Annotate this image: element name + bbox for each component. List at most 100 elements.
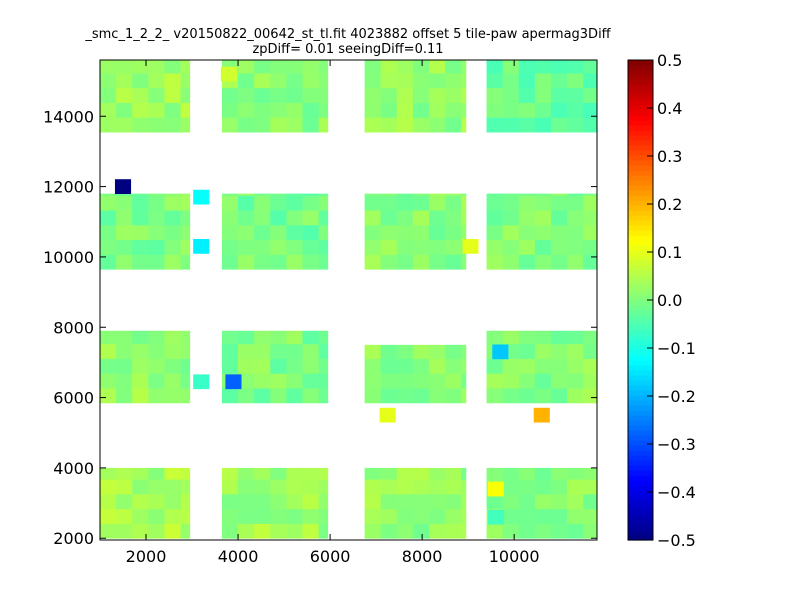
heatmap-cell [116,388,133,404]
heatmap-cell [318,73,329,89]
y-tick-label: 8000 [53,318,94,337]
heatmap-cell [534,358,552,374]
heatmap-cell [445,102,462,118]
heatmap-cell [164,210,181,226]
heatmap-cell [318,254,329,270]
heatmap-cell [302,60,319,74]
colorbar-swatch [628,60,653,66]
heatmap-cell [445,239,462,255]
heatmap-cell [461,508,467,524]
colorbar-swatch [628,145,653,151]
heatmap-cell [302,493,319,510]
heatmap-cell [380,73,398,89]
heatmap-cell [583,87,597,103]
colorbar-swatch [628,155,653,161]
heatmap-cell [583,73,597,89]
colorbar-swatch [628,325,653,331]
heatmap-cell [380,102,398,118]
heatmap-cell [221,388,239,404]
colorbar-swatch [628,265,653,271]
heatmap-cell-outlier [492,344,509,360]
heatmap-cell [286,388,303,404]
heatmap-cell [429,224,446,241]
heatmap-cell [486,224,504,241]
heatmap-cell [486,493,504,510]
colorbar-swatch [628,440,653,446]
heatmap-cell [583,330,597,345]
heatmap-cell [270,73,287,89]
heatmap-cell [302,358,319,374]
colorbar-swatch [628,320,653,326]
heatmap-cell [412,73,430,89]
colorbar-swatch [628,355,653,361]
heatmap-cell [270,343,287,359]
heatmap-cell [364,210,382,226]
heatmap-cell [116,87,133,103]
heatmap-cell [445,358,462,374]
heatmap-cell [286,193,303,196]
heatmap-cell [364,117,382,133]
heatmap-cell [550,358,568,374]
heatmap-cell [318,373,329,389]
heatmap-cell [486,373,504,389]
heatmap-cell [180,193,191,196]
heatmap-cell [270,239,287,255]
heatmap-cell [116,102,133,118]
heatmap-cell [238,523,255,539]
heatmap-cell [302,239,319,255]
heatmap-cell [502,117,520,133]
heatmap-cell [132,254,149,270]
heatmap-cell [270,523,287,539]
heatmap-cell [116,358,133,374]
heatmap-cell [164,523,181,539]
heatmap-cell [221,195,239,211]
heatmap-cell [534,479,552,495]
heatmap-cell-outlier [193,238,210,254]
heatmap-cell [534,343,552,359]
heatmap-cell [550,195,568,211]
heatmap-cell [486,254,504,270]
heatmap-cell [164,388,181,404]
heatmap-cell [270,193,287,196]
colorbar-swatch [628,390,653,396]
heatmap-cell [461,87,467,103]
heatmap-cell [518,330,536,345]
heatmap-cell [429,60,446,74]
colorbar-swatch [628,450,653,456]
heatmap-cell [502,60,520,74]
heatmap-cell [518,239,536,255]
heatmap-cell [518,102,536,118]
heatmap-cell [412,195,430,211]
heatmap-cell [254,195,271,211]
heatmap-cell [100,239,117,255]
heatmap-cell [550,239,568,255]
heatmap-cell [164,373,181,389]
y-tick-label: 2000 [53,529,94,548]
heatmap-cell [461,195,467,211]
heatmap-cell [221,210,239,226]
colorbar-swatch [628,190,653,196]
heatmap-cell [318,224,329,241]
heatmap-cell [429,523,446,539]
heatmap-cell [270,479,287,495]
heatmap-cell [254,493,271,510]
heatmap-cell [396,224,414,241]
heatmap-cell [100,73,117,89]
heatmap-cell [302,467,319,480]
heatmap-cell [567,358,584,374]
heatmap-cell [286,523,303,539]
heatmap-cell [254,254,271,270]
heatmap-cell [583,467,597,480]
colorbar-swatch [628,250,653,256]
colorbar-swatch [628,105,653,111]
heatmap-cell [180,330,191,345]
heatmap-cell [502,195,520,211]
heatmap-cell [583,195,597,211]
heatmap-cell [380,87,398,103]
y-axis: 2000 4000 6000 8000 10000 12000 14000 [43,107,597,548]
heatmap-cell [534,467,552,480]
heatmap-cell [100,523,117,539]
heatmap-cell [318,117,329,133]
heatmap-cell [302,87,319,103]
heatmap-cell [100,60,117,74]
